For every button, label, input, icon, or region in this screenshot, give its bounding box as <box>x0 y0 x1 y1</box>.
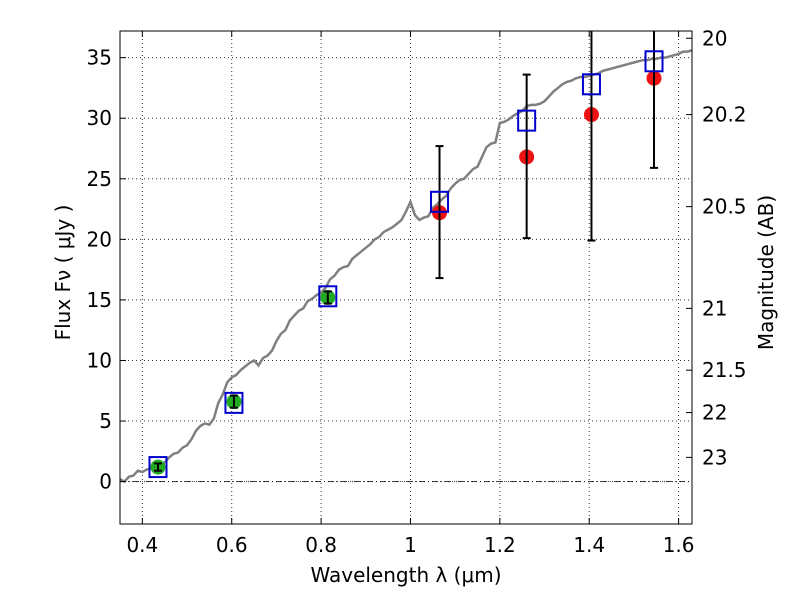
y-tick-label: 25 <box>87 167 112 191</box>
x-tick-label: 1 <box>404 533 417 557</box>
right-tick-label: 22 <box>702 401 727 425</box>
model-square-marker <box>517 109 537 132</box>
x-tick-label: 0.4 <box>126 533 158 557</box>
y-tick-label: 10 <box>87 348 112 372</box>
model-square-marker <box>581 73 601 96</box>
y-tick-label: 20 <box>87 227 112 251</box>
y-tick-label: 0 <box>99 470 112 494</box>
x-tick-label: 0.6 <box>216 533 248 557</box>
x-tick-label: 1.4 <box>573 533 605 557</box>
grid-lines <box>120 31 692 524</box>
right-tick-label: 21 <box>702 296 727 320</box>
x-tick-label: 1.2 <box>484 533 516 557</box>
spectrum-line <box>119 49 693 484</box>
x-tick-label: 0.8 <box>305 533 337 557</box>
axes-frame <box>119 30 693 525</box>
model-square-marker <box>148 456 168 479</box>
right-tick-label: 20 <box>702 26 727 50</box>
model-square-marker <box>318 285 338 308</box>
right-y-axis-label: Magnitude (AB) <box>754 195 778 350</box>
y-axis-label: Flux Fν ( μJy ) <box>51 205 75 341</box>
y-tick-label: 35 <box>87 46 112 70</box>
right-tick-label: 21.5 <box>702 358 747 382</box>
right-tick-label: 23 <box>702 445 727 469</box>
x-tick-label: 1.6 <box>663 533 695 557</box>
right-tick-label: 20.2 <box>702 103 747 127</box>
model-square-marker <box>224 391 244 414</box>
model-square-marker <box>430 190 450 213</box>
plot-area <box>119 31 693 484</box>
model-square-marker <box>644 50 664 73</box>
y-tick-label: 15 <box>87 288 112 312</box>
y-tick-label: 30 <box>87 106 112 130</box>
x-axis-label: Wavelength λ (μm) <box>310 563 501 587</box>
right-tick-label: 20.5 <box>702 195 747 219</box>
axis-ticks: 0.4 0.6 0.8 1 1.2 1.4 1.6 0 5 10 15 20 25 30 35 23 22 21.… <box>87 26 747 557</box>
y-tick-label: 5 <box>99 409 112 433</box>
